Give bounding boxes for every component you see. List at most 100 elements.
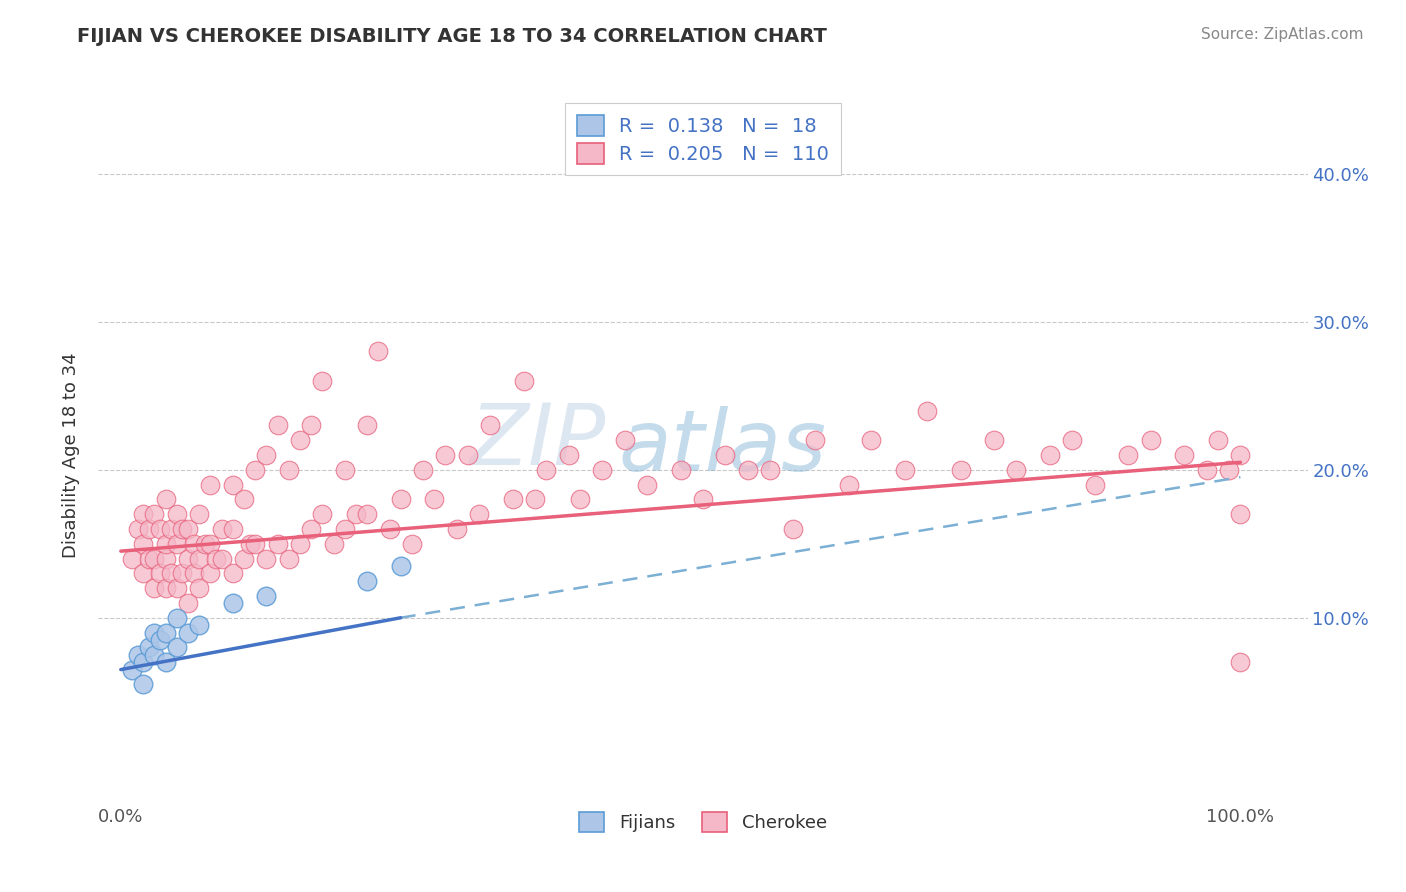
Point (149, 632, 172, 647)
Point (423, 492, 446, 507)
Point (211, 522, 233, 536)
Point (243, 463, 266, 477)
Point (138, 522, 160, 536)
Point (1039, 448, 1062, 462)
Point (692, 492, 714, 507)
Point (177, 522, 200, 536)
Point (166, 640, 188, 655)
Point (177, 551, 200, 566)
Point (200, 566, 222, 581)
Point (155, 625, 177, 640)
Point (613, 433, 636, 447)
Point (1118, 448, 1140, 462)
Point (121, 663, 143, 677)
Point (177, 625, 200, 640)
Point (782, 522, 804, 536)
Point (299, 522, 322, 536)
Point (239, 537, 262, 551)
Point (568, 492, 591, 507)
Point (188, 581, 211, 595)
Point (311, 507, 333, 521)
Point (513, 374, 536, 388)
Point (132, 507, 155, 521)
Point (1005, 463, 1028, 477)
Point (177, 596, 200, 610)
Point (1206, 433, 1229, 447)
Point (155, 537, 177, 551)
Point (949, 463, 972, 477)
Text: ZIP: ZIP (470, 400, 606, 483)
Point (1229, 507, 1251, 521)
Point (893, 463, 915, 477)
Point (333, 522, 356, 536)
Point (277, 463, 299, 477)
Point (155, 581, 177, 595)
Point (155, 655, 177, 669)
Point (254, 551, 277, 566)
Text: FIJIAN VS CHEROKEE DISABILITY AGE 18 TO 34 CORRELATION CHART: FIJIAN VS CHEROKEE DISABILITY AGE 18 TO … (77, 27, 827, 45)
Point (804, 433, 827, 447)
Point (1140, 433, 1163, 447)
Point (183, 537, 205, 551)
Point (172, 522, 194, 536)
Point (915, 403, 938, 417)
Point (127, 648, 149, 662)
Point (211, 551, 233, 566)
Point (983, 433, 1005, 447)
Point (155, 551, 177, 566)
Point (183, 566, 205, 581)
Point (205, 551, 228, 566)
Point (166, 611, 188, 625)
Point (737, 463, 759, 477)
Point (222, 566, 245, 581)
Point (200, 537, 222, 551)
Point (143, 581, 166, 595)
Point (446, 522, 468, 536)
Point (434, 448, 457, 462)
Point (636, 477, 658, 491)
Point (254, 448, 277, 462)
Point (160, 522, 183, 536)
Y-axis label: Disability Age 18 to 34: Disability Age 18 to 34 (62, 352, 80, 558)
Point (344, 507, 367, 521)
Point (389, 492, 412, 507)
Point (457, 448, 479, 462)
Point (378, 522, 401, 536)
Point (143, 507, 166, 521)
Point (266, 418, 288, 433)
Point (288, 537, 311, 551)
Point (143, 648, 166, 662)
Point (160, 566, 183, 581)
Point (838, 477, 860, 491)
Point (188, 551, 211, 566)
Point (149, 522, 172, 536)
Point (412, 463, 434, 477)
Point (121, 551, 143, 566)
Point (132, 537, 155, 551)
Point (859, 433, 882, 447)
Point (188, 618, 211, 632)
Point (143, 551, 166, 566)
Point (1173, 448, 1195, 462)
Legend: Fijians, Cherokee: Fijians, Cherokee (572, 805, 834, 839)
Point (714, 448, 737, 462)
Point (389, 558, 412, 573)
Point (1084, 477, 1107, 491)
Point (200, 477, 222, 491)
Point (149, 566, 172, 581)
Point (132, 655, 155, 669)
Point (669, 463, 692, 477)
Text: Source: ZipAtlas.com: Source: ZipAtlas.com (1201, 27, 1364, 42)
Point (155, 492, 177, 507)
Point (1218, 463, 1240, 477)
Point (502, 492, 524, 507)
Point (132, 677, 155, 691)
Point (143, 625, 166, 640)
Point (333, 463, 356, 477)
Point (277, 551, 299, 566)
Point (322, 537, 344, 551)
Point (222, 596, 245, 610)
Point (166, 507, 188, 521)
Point (356, 574, 378, 588)
Point (127, 522, 149, 536)
